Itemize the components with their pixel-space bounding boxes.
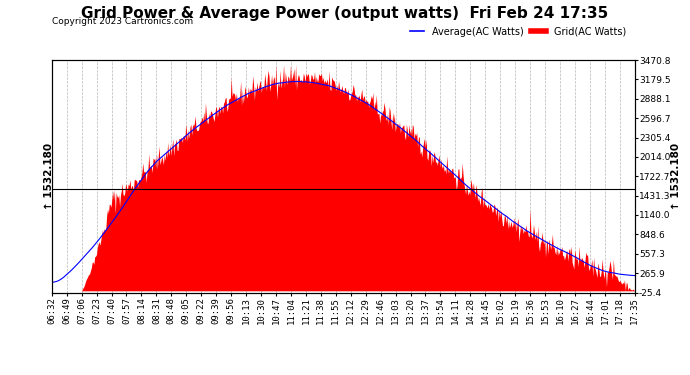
Text: Grid Power & Average Power (output watts)  Fri Feb 24 17:35: Grid Power & Average Power (output watts… xyxy=(81,6,609,21)
Y-axis label: ↑ 1532.180: ↑ 1532.180 xyxy=(44,143,54,210)
Legend: Average(AC Watts), Grid(AC Watts): Average(AC Watts), Grid(AC Watts) xyxy=(406,23,630,41)
Y-axis label: ↑ 1532.180: ↑ 1532.180 xyxy=(671,143,681,210)
Text: Copyright 2023 Cartronics.com: Copyright 2023 Cartronics.com xyxy=(52,17,193,26)
